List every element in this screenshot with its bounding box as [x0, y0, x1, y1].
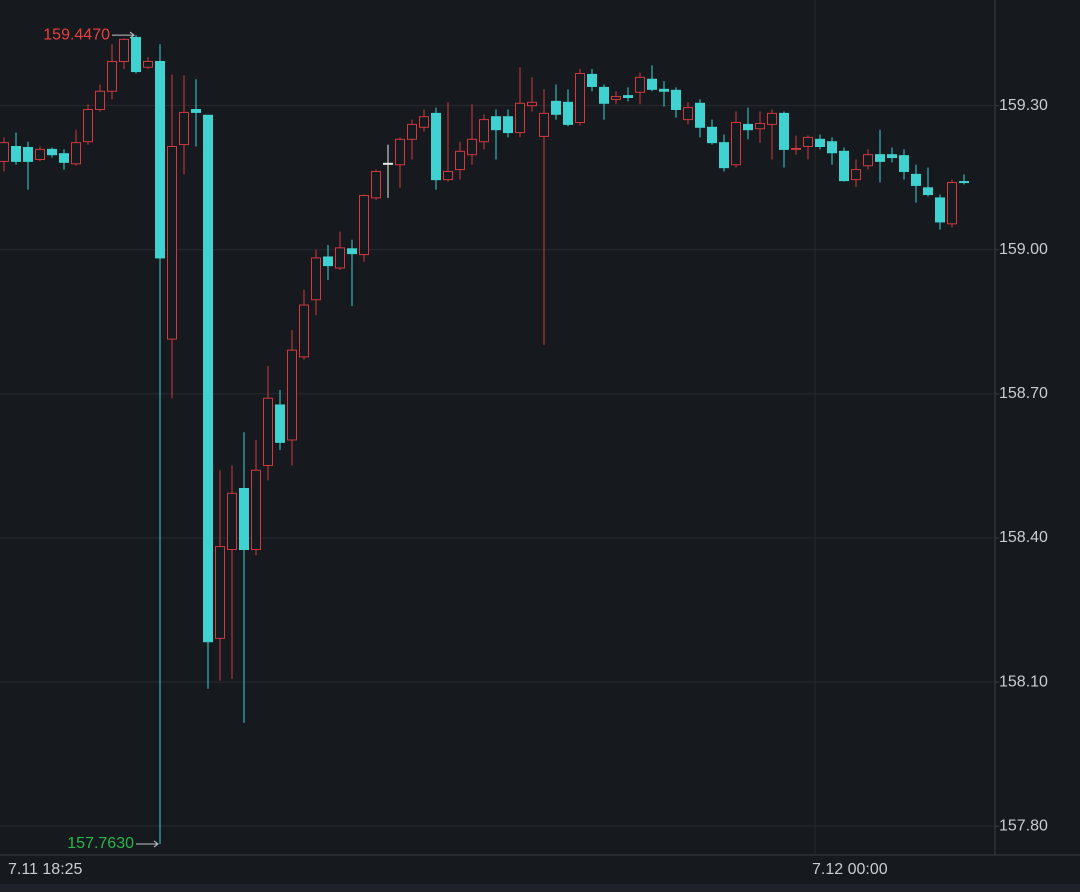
annotation-label: 157.7630 — [67, 835, 134, 852]
x-tick-label: 7.11 18:25 — [8, 861, 83, 878]
candle-body — [647, 78, 657, 90]
candle-body — [839, 150, 849, 182]
candle-body — [191, 109, 201, 113]
candle-body — [875, 154, 885, 162]
candle-body — [443, 170, 453, 181]
candle-body — [767, 112, 777, 125]
candle-body — [347, 248, 357, 255]
annotation-arrowhead — [153, 840, 159, 848]
candle-body — [671, 89, 681, 111]
candle-body — [107, 60, 117, 92]
candle-body — [23, 146, 33, 162]
candle-body — [743, 123, 753, 131]
candle-body — [11, 146, 21, 162]
candle-body — [863, 154, 873, 167]
candle-body — [0, 142, 9, 162]
candle-body — [287, 349, 297, 441]
candle-body — [299, 304, 309, 358]
candle-body — [119, 38, 129, 62]
y-tick-label: 159.30 — [999, 97, 1048, 114]
candle-body — [899, 155, 909, 172]
candle-body — [503, 116, 513, 134]
candle-body — [95, 90, 105, 111]
candle-body — [779, 112, 789, 150]
candle-body — [719, 142, 729, 169]
candle-body — [179, 111, 189, 146]
candle-body — [215, 546, 225, 639]
candle-body — [431, 112, 441, 181]
candle-body — [419, 116, 429, 128]
candle-body — [239, 488, 249, 551]
candle-body — [563, 101, 573, 125]
x-tick-label: 7.12 00:00 — [812, 861, 888, 878]
candle-body — [911, 173, 921, 186]
candle-body — [323, 256, 333, 267]
candle-body — [611, 96, 621, 100]
candle-body — [263, 397, 273, 466]
candle-body — [515, 102, 525, 134]
candle-body — [83, 109, 93, 143]
candle-body — [251, 469, 261, 551]
candle-body — [707, 126, 717, 144]
candle-body — [635, 76, 645, 93]
y-tick-label: 157.80 — [999, 817, 1048, 834]
candle-body — [35, 148, 45, 160]
candle-body — [827, 141, 837, 154]
candle-body — [383, 162, 393, 165]
bottom-strip — [0, 884, 1080, 892]
candle-body — [539, 112, 549, 137]
candle-body — [695, 102, 705, 128]
candle-body — [755, 122, 765, 130]
candle-body — [203, 114, 213, 643]
candle-body — [371, 170, 381, 199]
candle-body — [731, 121, 741, 166]
candle-body — [599, 86, 609, 104]
annotation-label: 159.4470 — [43, 26, 110, 43]
candle-body — [59, 153, 69, 163]
candle-body — [683, 107, 693, 121]
candle-body — [551, 100, 561, 115]
candle-body — [155, 60, 165, 259]
candle-body — [131, 36, 141, 73]
candle-body — [923, 187, 933, 196]
candle-body — [227, 492, 237, 551]
y-tick-label: 158.40 — [999, 529, 1048, 546]
candle-body — [935, 197, 945, 223]
y-tick-label: 159.00 — [999, 241, 1048, 258]
candle-body — [467, 138, 477, 156]
candle-body — [335, 247, 345, 269]
candle-body — [959, 181, 969, 184]
candle-body — [527, 101, 537, 107]
candle-body — [455, 150, 465, 171]
candle-body — [791, 147, 801, 150]
candle-body — [815, 138, 825, 148]
candle-body — [47, 148, 57, 156]
y-tick-label: 158.10 — [999, 673, 1048, 690]
candle-body — [575, 72, 585, 123]
candle-body — [395, 138, 405, 166]
candle-body — [659, 88, 669, 92]
candle-body — [623, 95, 633, 99]
candle-body — [491, 116, 501, 131]
candle-body — [275, 404, 285, 443]
candle-body — [947, 182, 957, 225]
candle-body — [479, 119, 489, 143]
candle-body — [311, 257, 321, 301]
candle-body — [359, 194, 369, 256]
candle-body — [71, 142, 81, 165]
candle-body — [851, 169, 861, 181]
annotation-arrowhead — [129, 31, 135, 39]
candle-body — [803, 136, 813, 148]
candle-body — [167, 146, 177, 340]
y-tick-label: 158.70 — [999, 385, 1048, 402]
candle-body — [587, 73, 597, 87]
candle-body — [143, 60, 153, 68]
candle-body — [407, 123, 417, 140]
candle-body — [887, 154, 897, 159]
